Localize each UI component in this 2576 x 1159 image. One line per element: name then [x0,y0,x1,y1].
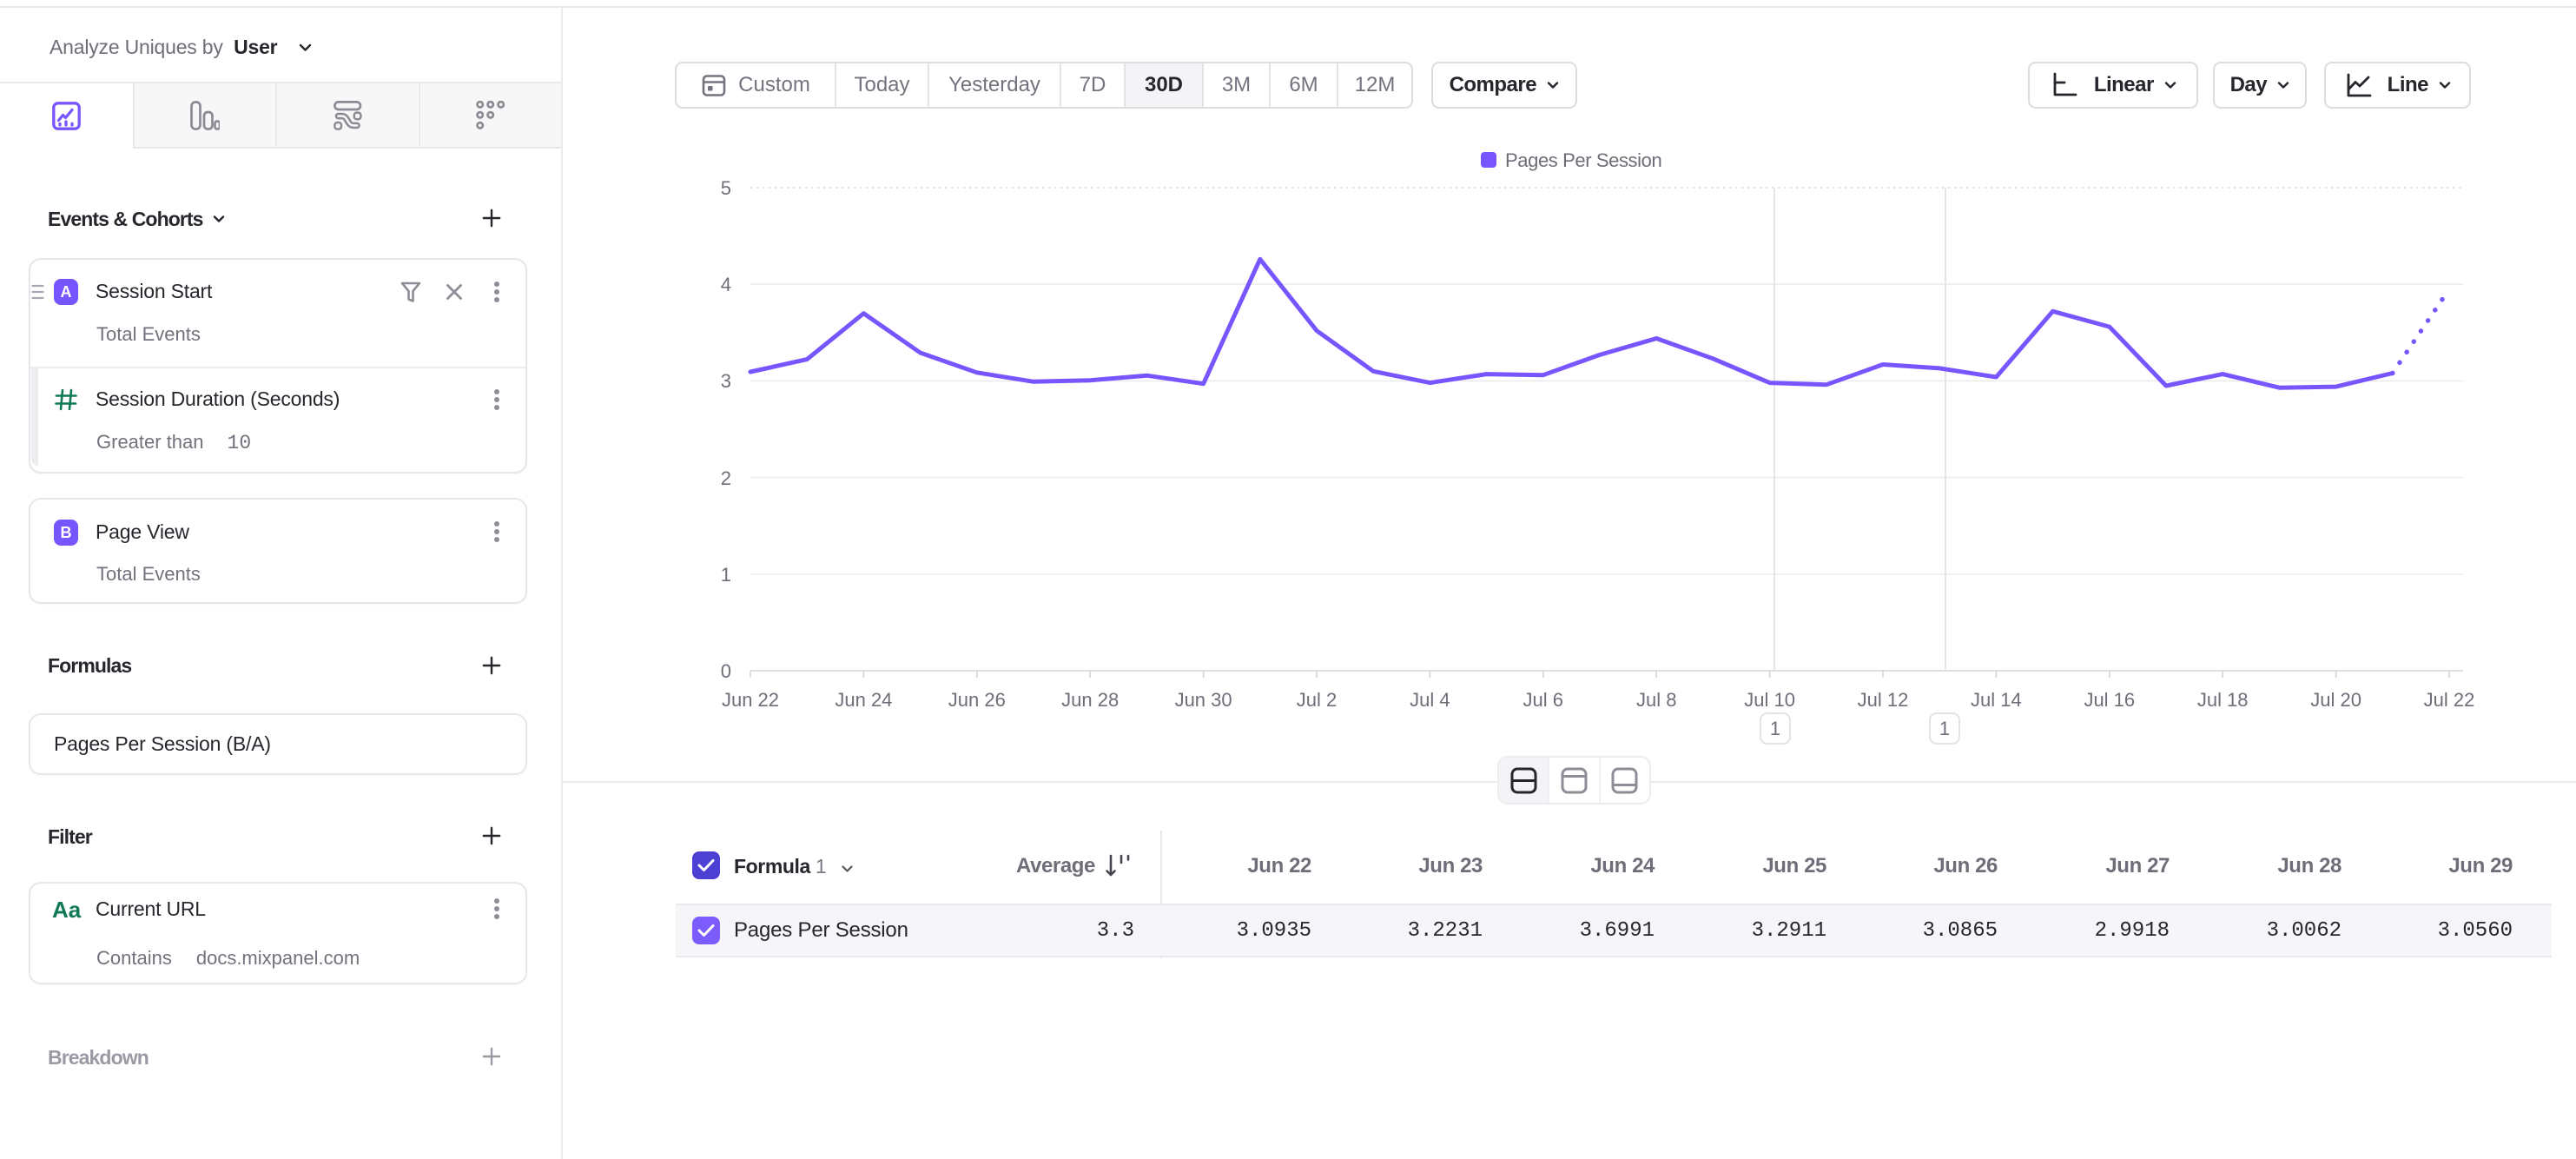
svg-text:Jul 10: Jul 10 [1744,689,1795,711]
svg-text:4: 4 [721,274,731,295]
svg-text:Jul 2: Jul 2 [1297,689,1337,711]
svg-text:1: 1 [1939,718,1950,739]
svg-text:Jul 18: Jul 18 [2197,689,2249,711]
svg-text:Jul 8: Jul 8 [1636,689,1676,711]
svg-text:1: 1 [1770,718,1780,739]
svg-text:Jul 4: Jul 4 [1410,689,1450,711]
svg-text:Jul 12: Jul 12 [1858,689,1909,711]
svg-text:Jun 26: Jun 26 [948,689,1006,711]
svg-text:Jun 28: Jun 28 [1061,689,1119,711]
svg-text:Jul 14: Jul 14 [1971,689,2022,711]
svg-text:Jul 22: Jul 22 [2424,689,2475,711]
svg-text:Jul 20: Jul 20 [2310,689,2361,711]
svg-text:1: 1 [721,564,731,586]
svg-text:Jul 6: Jul 6 [1523,689,1563,711]
svg-text:5: 5 [721,177,731,199]
svg-text:Jul 16: Jul 16 [2084,689,2135,711]
svg-text:2: 2 [721,467,731,489]
svg-text:Jun 24: Jun 24 [835,689,892,711]
svg-text:3: 3 [721,370,731,392]
svg-text:Jun 30: Jun 30 [1175,689,1232,711]
svg-text:0: 0 [721,660,731,682]
svg-text:Jun 22: Jun 22 [722,689,779,711]
